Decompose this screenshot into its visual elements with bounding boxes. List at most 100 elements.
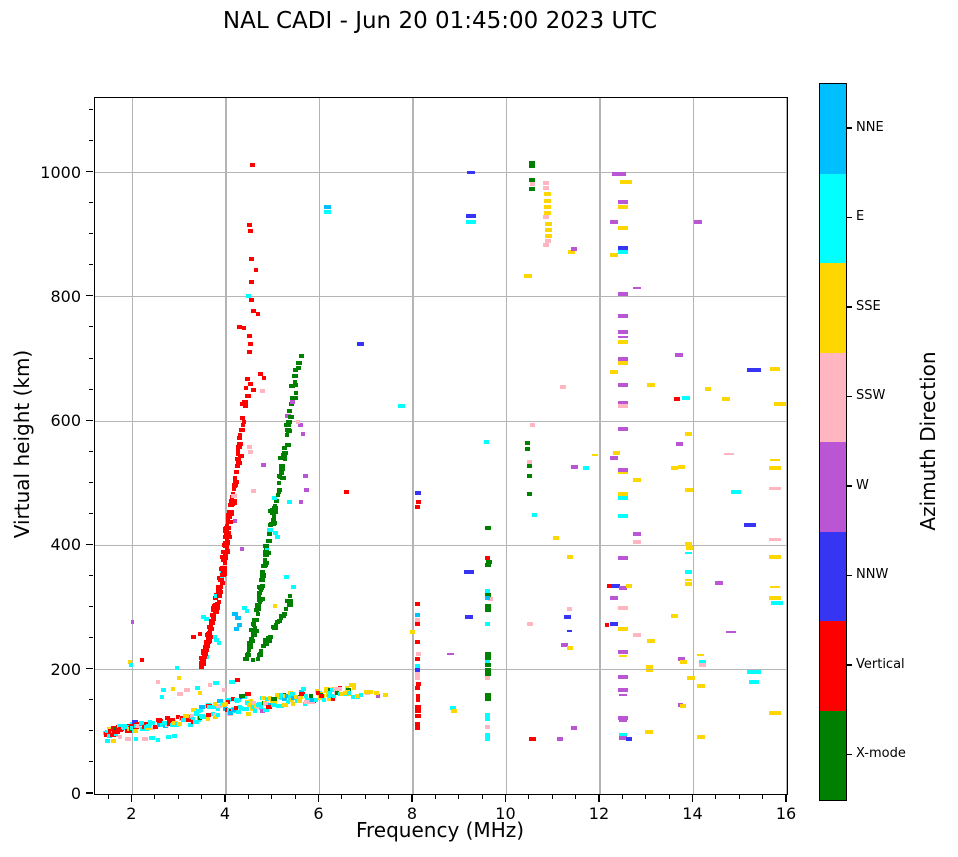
data-point (174, 666, 179, 671)
data-point (279, 476, 286, 481)
x-minor-tick (551, 794, 553, 799)
data-point (686, 545, 694, 550)
data-point (228, 679, 235, 684)
data-point (293, 390, 298, 395)
y-minor-tick (88, 730, 93, 732)
data-point (334, 691, 339, 696)
data-point (204, 643, 210, 648)
data-point (257, 594, 262, 599)
data-point (287, 695, 294, 700)
data-point (257, 600, 262, 605)
data-point (244, 608, 249, 613)
data-point (323, 687, 330, 692)
data-point (679, 660, 687, 665)
colorbar-label: Azimuth Direction (916, 351, 940, 531)
y-minor-tick (88, 108, 93, 110)
data-point (288, 598, 293, 603)
x-tick (317, 794, 320, 802)
data-point (324, 205, 332, 210)
data-point (747, 670, 762, 675)
data-point (214, 715, 219, 720)
data-point (215, 602, 221, 607)
data-point (244, 376, 250, 381)
data-point (769, 710, 782, 715)
data-point (185, 717, 192, 722)
colorbar-tick (847, 753, 852, 755)
colorbar-tick (847, 127, 852, 129)
data-point (148, 735, 155, 740)
data-point (262, 563, 268, 568)
data-point (206, 633, 212, 638)
data-point (254, 606, 261, 611)
data-point (278, 696, 284, 701)
data-point (316, 691, 321, 696)
data-point (633, 286, 642, 289)
data-point (258, 652, 264, 657)
data-point (685, 578, 693, 581)
x-minor-tick (481, 794, 483, 799)
data-point (264, 544, 270, 549)
x-tick (130, 794, 132, 802)
data-point (484, 672, 491, 677)
y-gridline (95, 296, 787, 298)
data-point (200, 614, 206, 619)
data-point (722, 397, 731, 402)
data-point (543, 210, 551, 215)
data-point (769, 595, 782, 600)
data-point (248, 256, 254, 261)
data-point (529, 178, 536, 183)
data-point (277, 474, 282, 479)
data-point (543, 204, 551, 209)
data-point (699, 659, 707, 664)
data-point (194, 685, 200, 690)
colorbar-segment (820, 710, 846, 800)
data-point (723, 453, 734, 456)
data-point (483, 439, 489, 444)
data-point (251, 308, 257, 313)
data-point (238, 433, 243, 438)
data-point (484, 608, 491, 613)
data-point (251, 488, 257, 493)
data-point (114, 732, 119, 737)
data-point (233, 706, 238, 711)
data-point (685, 581, 693, 586)
data-point (107, 729, 112, 734)
data-point (327, 697, 333, 702)
y-minor-tick (88, 699, 93, 701)
data-point (224, 550, 231, 555)
data-point (272, 514, 277, 519)
data-point (415, 639, 421, 644)
data-point (246, 712, 252, 717)
data-point (238, 444, 243, 449)
data-point (219, 581, 225, 586)
x-tick (504, 794, 507, 802)
y-tick-label: 1000 (40, 162, 81, 182)
data-point (618, 400, 629, 405)
data-point (183, 713, 190, 718)
data-point (318, 694, 324, 699)
data-point (466, 219, 477, 224)
data-point (449, 705, 456, 710)
data-point (528, 736, 536, 741)
y-tick (85, 419, 93, 421)
data-point (278, 692, 283, 697)
data-point (146, 723, 153, 728)
data-point (285, 427, 292, 432)
data-point (262, 637, 268, 642)
data-point (180, 717, 186, 722)
data-point (220, 569, 227, 574)
data-point (645, 669, 653, 672)
data-point (236, 710, 242, 715)
data-point (223, 541, 228, 546)
x-minor-tick (434, 794, 436, 799)
data-point (254, 602, 261, 607)
data-point (302, 474, 308, 479)
data-point (262, 573, 267, 578)
x-tick-label: 10 (495, 804, 516, 823)
data-point (232, 483, 239, 488)
data-point (484, 663, 491, 668)
data-point (211, 635, 217, 640)
data-point (347, 691, 352, 696)
data-point (247, 450, 253, 455)
data-point (295, 361, 302, 366)
